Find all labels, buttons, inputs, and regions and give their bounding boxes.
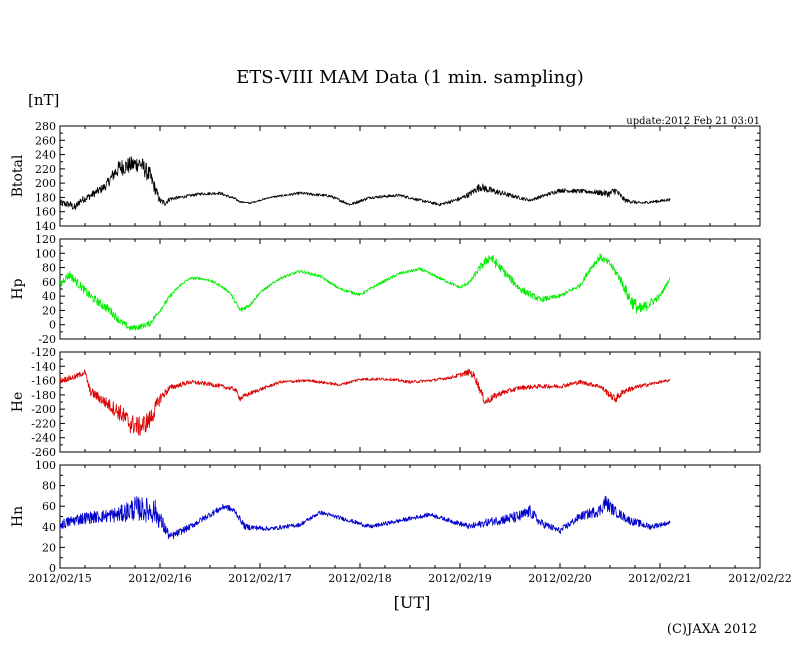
- panel-label-he: He: [10, 392, 26, 413]
- panel-he: -260-240 -220-200-180-160 -140-120 He: [10, 346, 761, 459]
- y-tick-label: 100: [35, 247, 56, 260]
- y-tick-label: 80: [42, 480, 56, 493]
- y-tick-label: 60: [42, 276, 56, 289]
- panel-frame: [59, 351, 761, 453]
- panels: 140160180200220240260280Btotal-200204060…: [10, 120, 792, 585]
- y-tick-label: 180: [35, 191, 56, 204]
- y-tick-label: 120: [35, 233, 56, 246]
- y-tick-label: 260: [35, 134, 56, 147]
- panel-label-btotal: Btotal: [10, 154, 26, 197]
- x-tick-label: 2012/02/15: [28, 572, 91, 585]
- y-tick-label: 240: [35, 149, 56, 162]
- x-tick-label: 2012/02/20: [528, 572, 591, 585]
- y-tick-label: 60: [42, 500, 56, 513]
- y-tick-label: 40: [42, 290, 56, 303]
- chart-title: ETS-VIII MAM Data (1 min. sampling): [236, 67, 584, 88]
- y-tick-label: 160: [35, 206, 56, 219]
- panel-label-hn: Hn: [10, 506, 26, 527]
- y-tick-label: 220: [35, 163, 56, 176]
- y-tick-label: -20: [38, 333, 56, 346]
- series-line-btotal: [59, 156, 671, 211]
- panel-label-hp: Hp: [10, 278, 26, 299]
- y-tick-label: -140: [31, 360, 56, 373]
- y-tick-label: -260: [31, 446, 56, 459]
- panel-frame: [59, 125, 761, 227]
- panel-hn: 0 20 40 60 80 100 Hn: [10, 459, 761, 575]
- y-tick-label: 140: [35, 220, 56, 233]
- update-timestamp: update:2012 Feb 21 03:01: [626, 116, 760, 127]
- panel-frame: [59, 238, 761, 340]
- y-tick-label: -120: [31, 346, 56, 359]
- y-tick-label: 0: [49, 562, 56, 575]
- credit-text: (C)JAXA 2012: [667, 622, 757, 637]
- x-tick-label: 2012/02/18: [328, 572, 391, 585]
- x-tick-label: 2012/02/17: [228, 572, 291, 585]
- x-tick-label: 2012/02/19: [428, 572, 491, 585]
- y-tick-label: -240: [31, 432, 56, 445]
- x-tick-label: 2012/02/21: [628, 572, 691, 585]
- y-tick-label: 100: [35, 459, 56, 472]
- series-line-he: [59, 368, 671, 437]
- y-tick-label: -220: [31, 417, 56, 430]
- y-tick-label: 200: [35, 177, 56, 190]
- y-tick-label: 0: [49, 319, 56, 332]
- y-tick-label: 40: [42, 521, 56, 534]
- y-tick-label: 280: [35, 120, 56, 133]
- x-tick-label: 2012/02/16: [128, 572, 191, 585]
- y-tick-label: -160: [31, 375, 56, 388]
- y-tick-label: -180: [31, 389, 56, 402]
- y-tick-label: -200: [31, 403, 56, 416]
- series-line-hp: [59, 253, 671, 331]
- series-line-hn: [59, 495, 671, 540]
- x-tick-label: 2012/02/22: [728, 572, 791, 585]
- y-tick-label: 80: [42, 262, 56, 275]
- y-tick-label: 20: [42, 304, 56, 317]
- x-axis-label: [UT]: [394, 593, 431, 612]
- unit-label: [nT]: [28, 91, 59, 109]
- y-tick-label: 20: [42, 541, 56, 554]
